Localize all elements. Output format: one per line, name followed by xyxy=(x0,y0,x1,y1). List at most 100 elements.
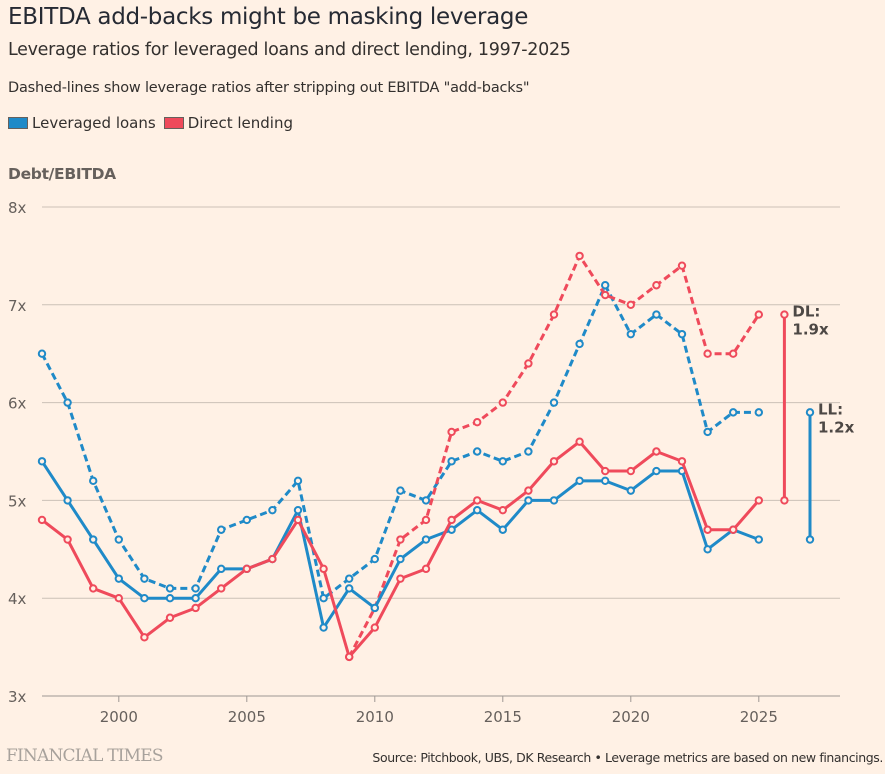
data-point-direct-lending-add-backs-stripped xyxy=(447,427,456,437)
data-point-leveraged-loans-add-backs-stripped xyxy=(114,535,124,544)
data-point-leveraged-loans xyxy=(703,545,712,554)
data-point-leveraged-loans xyxy=(165,594,175,603)
gap-point-dl xyxy=(780,310,789,319)
data-point-leveraged-loans xyxy=(473,505,482,515)
legend-item-leveraged-loans: Leveraged loans xyxy=(8,114,156,132)
gap-point-ll xyxy=(805,535,815,544)
data-point-direct-lending-add-backs-stripped xyxy=(575,251,584,261)
x-tick-label: 2015 xyxy=(484,708,522,726)
data-point-leveraged-loans-add-backs-stripped xyxy=(37,349,47,358)
data-point-direct-lending-add-backs-stripped xyxy=(498,398,507,407)
data-point-leveraged-loans-add-backs-stripped xyxy=(63,398,72,407)
chart-note: Dashed-lines show leverage ratios after … xyxy=(8,80,530,96)
data-point-leveraged-loans xyxy=(63,496,72,505)
legend-swatch-leveraged-loans xyxy=(8,117,28,129)
data-point-leveraged-loans xyxy=(575,476,584,486)
x-tick-label: 2025 xyxy=(740,708,778,726)
data-point-leveraged-loans-add-backs-stripped xyxy=(89,476,98,486)
data-point-leveraged-loans-add-backs-stripped xyxy=(524,447,533,456)
legend-label-direct-lending: Direct lending xyxy=(187,114,293,132)
data-point-direct-lending xyxy=(677,457,687,466)
data-point-direct-lending xyxy=(396,574,405,583)
data-point-leveraged-loans-add-backs-stripped xyxy=(498,457,507,466)
x-tick-label: 2010 xyxy=(356,708,394,726)
source-note: Source: Pitchbook, UBS, DK Research • Le… xyxy=(372,750,883,765)
data-point-leveraged-loans xyxy=(498,525,507,534)
gap-point-ll xyxy=(805,408,815,417)
data-point-direct-lending xyxy=(319,564,328,574)
data-point-direct-lending-add-backs-stripped xyxy=(549,310,559,319)
data-point-direct-lending xyxy=(703,525,712,534)
data-point-direct-lending xyxy=(140,633,149,642)
y-tick-label: 5x xyxy=(8,492,27,510)
legend: Leveraged loans Direct lending xyxy=(8,114,293,132)
data-point-leveraged-loans-add-backs-stripped xyxy=(677,329,687,339)
data-point-direct-lending xyxy=(63,535,72,544)
data-point-direct-lending-add-backs-stripped xyxy=(652,281,661,290)
gap-label-dl: DL: xyxy=(792,303,820,321)
legend-swatch-direct-lending xyxy=(163,117,184,129)
data-point-direct-lending-add-backs-stripped xyxy=(703,349,712,358)
chart-subtitle: Leverage ratios for leveraged loans and … xyxy=(8,40,571,60)
legend-label-leveraged-loans: Leveraged loans xyxy=(32,114,156,132)
data-point-leveraged-loans-add-backs-stripped xyxy=(370,554,379,564)
data-point-leveraged-loans xyxy=(191,594,200,603)
y-tick-label: 6x xyxy=(8,395,27,413)
x-tick-label: 2005 xyxy=(228,708,266,726)
y-tick-label: 7x xyxy=(8,297,27,315)
y-tick-label: 4x xyxy=(8,590,27,608)
data-point-leveraged-loans xyxy=(524,496,533,505)
data-point-direct-lending xyxy=(217,584,226,593)
data-point-leveraged-loans xyxy=(37,457,47,466)
ft-logo: FINANCIAL TIMES xyxy=(6,746,164,766)
data-point-direct-lending xyxy=(549,457,559,466)
data-point-leveraged-loans xyxy=(114,574,124,583)
series-line-leveraged-loans xyxy=(40,460,760,630)
y-axis-label: Debt/EBITDA xyxy=(8,165,116,183)
data-point-leveraged-loans-add-backs-stripped xyxy=(729,408,738,417)
data-point-direct-lending xyxy=(114,594,124,603)
data-point-leveraged-loans xyxy=(626,486,635,495)
series-line-leveraged-loans-add-backs-stripped xyxy=(40,283,759,600)
data-point-direct-lending xyxy=(421,564,431,574)
data-point-leveraged-loans-add-backs-stripped xyxy=(268,505,277,515)
data-point-leveraged-loans xyxy=(396,554,405,564)
data-point-leveraged-loans xyxy=(549,496,559,505)
data-point-leveraged-loans-add-backs-stripped xyxy=(217,525,226,534)
data-point-leveraged-loans xyxy=(217,564,226,574)
data-point-direct-lending xyxy=(575,437,584,446)
data-point-leveraged-loans-add-backs-stripped xyxy=(601,281,610,290)
data-point-leveraged-loans-add-backs-stripped xyxy=(293,476,303,486)
data-point-leveraged-loans xyxy=(421,535,431,544)
data-point-direct-lending-add-backs-stripped xyxy=(524,359,533,368)
data-point-direct-lending xyxy=(165,613,175,622)
data-point-direct-lending-add-backs-stripped xyxy=(729,349,738,358)
data-point-leveraged-loans-add-backs-stripped xyxy=(703,427,712,437)
data-point-direct-lending-add-backs-stripped xyxy=(626,300,635,309)
data-point-direct-lending xyxy=(601,466,610,476)
y-tick-label: 3x xyxy=(8,688,27,706)
data-point-direct-lending xyxy=(242,564,252,574)
gap-value-dl: 1.9x xyxy=(792,321,829,339)
data-point-leveraged-loans xyxy=(319,623,328,632)
data-point-leveraged-loans-add-backs-stripped xyxy=(242,515,252,525)
legend-item-direct-lending: Direct lending xyxy=(163,114,293,132)
chart-title: EBITDA add-backs might be masking levera… xyxy=(8,4,529,30)
data-point-leveraged-loans-add-backs-stripped xyxy=(652,310,661,319)
gap-label-ll: LL: xyxy=(818,400,843,418)
data-point-leveraged-loans-add-backs-stripped xyxy=(140,574,149,583)
data-point-leveraged-loans-add-backs-stripped xyxy=(575,339,584,349)
data-point-leveraged-loans xyxy=(652,466,661,476)
data-point-leveraged-loans-add-backs-stripped xyxy=(447,457,456,466)
data-point-leveraged-loans-add-backs-stripped xyxy=(319,594,328,603)
data-point-direct-lending xyxy=(524,486,533,495)
data-point-leveraged-loans-add-backs-stripped xyxy=(473,447,482,456)
data-point-direct-lending-add-backs-stripped xyxy=(473,417,482,427)
data-point-direct-lending xyxy=(473,496,482,505)
data-point-direct-lending xyxy=(37,515,47,525)
data-point-direct-lending xyxy=(447,515,456,525)
gap-point-dl xyxy=(780,496,789,505)
data-point-direct-lending xyxy=(626,466,635,476)
y-tick-label: 8x xyxy=(8,199,27,217)
